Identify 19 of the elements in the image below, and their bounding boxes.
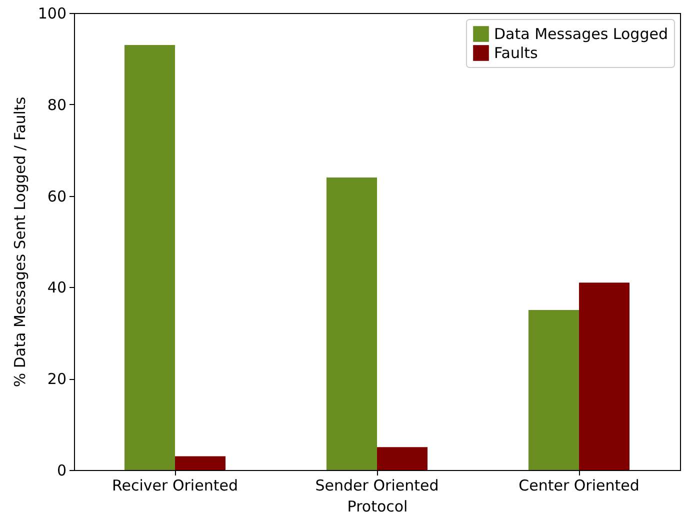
legend-label: Data Messages Logged	[494, 25, 668, 43]
bar	[528, 310, 579, 470]
y-tick-label: 100	[38, 4, 66, 22]
y-tick-label: 60	[47, 187, 66, 206]
y-tick-label: 80	[47, 96, 66, 114]
bar	[377, 447, 428, 470]
y-tick-label: 0	[56, 462, 66, 480]
legend-label: Faults	[494, 44, 538, 62]
bar	[579, 282, 630, 470]
x-tick-label: Sender Oriented	[315, 476, 439, 494]
bar	[326, 178, 377, 470]
y-axis-title: % Data Messages Sent Logged / Faults	[10, 96, 29, 388]
bar	[124, 44, 175, 470]
y-tick-label: 20	[47, 370, 66, 388]
bar	[175, 456, 226, 470]
x-axis-title: Protocol	[347, 498, 408, 516]
y-tick-label: 40	[47, 278, 66, 297]
x-tick-label: Center Oriented	[518, 476, 640, 494]
x-tick-label: Reciver Oriented	[112, 476, 238, 494]
